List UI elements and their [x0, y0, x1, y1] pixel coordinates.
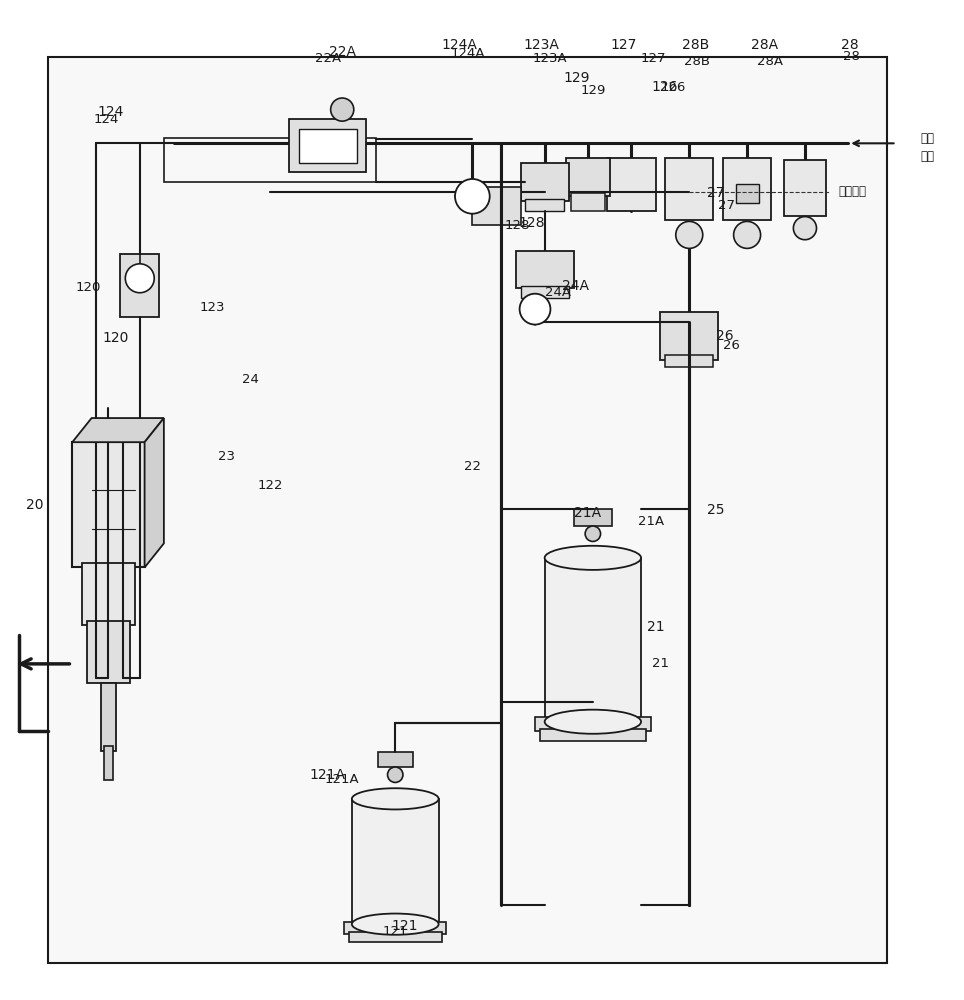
- Bar: [574, 509, 612, 526]
- Bar: [72, 442, 145, 567]
- Text: 27: 27: [718, 199, 736, 212]
- Bar: [665, 158, 713, 220]
- Bar: [472, 187, 521, 225]
- Ellipse shape: [545, 710, 641, 734]
- Text: 129: 129: [563, 71, 590, 85]
- Text: 121: 121: [391, 919, 418, 933]
- Circle shape: [734, 221, 761, 248]
- Bar: [378, 752, 413, 767]
- Text: 126: 126: [652, 80, 679, 94]
- Text: 28A: 28A: [751, 38, 778, 52]
- Bar: [521, 286, 569, 298]
- Polygon shape: [72, 418, 164, 442]
- Text: 122: 122: [257, 479, 282, 492]
- Text: 121A: 121A: [325, 773, 360, 786]
- Bar: [566, 158, 610, 196]
- Text: 121A: 121A: [309, 768, 346, 782]
- Text: 空气: 空气: [921, 150, 935, 163]
- Bar: [525, 199, 564, 211]
- Polygon shape: [678, 367, 701, 384]
- Text: 124: 124: [94, 113, 119, 126]
- Bar: [521, 163, 569, 201]
- Text: 22A: 22A: [314, 52, 341, 65]
- Text: 124A: 124A: [442, 38, 478, 52]
- Text: 22A: 22A: [329, 45, 356, 59]
- Text: 24A: 24A: [562, 279, 589, 293]
- Circle shape: [125, 264, 154, 293]
- Bar: [48, 57, 887, 963]
- Circle shape: [331, 98, 354, 121]
- Text: 24: 24: [242, 373, 259, 386]
- Text: 21: 21: [652, 657, 669, 670]
- Bar: [535, 717, 651, 731]
- Text: 25: 25: [707, 503, 724, 517]
- Text: 123A: 123A: [532, 52, 567, 65]
- Circle shape: [520, 294, 550, 325]
- Text: 27: 27: [707, 186, 724, 200]
- Polygon shape: [620, 211, 643, 238]
- Bar: [349, 932, 442, 942]
- Text: 28: 28: [844, 50, 861, 63]
- Bar: [289, 119, 366, 172]
- Text: 123: 123: [200, 301, 225, 314]
- Text: 127: 127: [641, 52, 666, 65]
- Polygon shape: [145, 418, 164, 567]
- Text: 124: 124: [97, 105, 124, 119]
- Circle shape: [676, 221, 703, 248]
- Text: 123A: 123A: [523, 38, 560, 52]
- Text: 26: 26: [723, 339, 740, 352]
- Text: 28: 28: [842, 38, 859, 52]
- Bar: [540, 729, 646, 741]
- Bar: [571, 193, 605, 211]
- Text: 28A: 28A: [757, 55, 783, 68]
- Text: 124A: 124A: [450, 47, 485, 60]
- Bar: [352, 799, 439, 924]
- Bar: [665, 355, 713, 367]
- Text: 21A: 21A: [575, 506, 602, 520]
- Bar: [164, 138, 376, 182]
- Text: 127: 127: [610, 38, 637, 52]
- Text: 128: 128: [505, 219, 530, 232]
- Text: 28B: 28B: [684, 55, 710, 68]
- Ellipse shape: [352, 788, 439, 809]
- Text: 动作信号: 动作信号: [839, 185, 867, 198]
- Circle shape: [388, 767, 403, 782]
- Bar: [120, 254, 159, 317]
- Text: 22: 22: [464, 460, 481, 473]
- Bar: [82, 563, 135, 625]
- Bar: [723, 158, 771, 220]
- Text: 24A: 24A: [545, 286, 571, 299]
- Text: 121: 121: [383, 925, 408, 938]
- Circle shape: [455, 179, 490, 214]
- Text: 20: 20: [26, 498, 43, 512]
- Bar: [516, 251, 574, 288]
- Bar: [607, 158, 656, 211]
- Bar: [660, 312, 718, 360]
- Text: 126: 126: [660, 81, 685, 94]
- Text: 21A: 21A: [637, 515, 664, 528]
- Text: 28B: 28B: [683, 38, 710, 52]
- Bar: [784, 160, 826, 216]
- Text: 23: 23: [218, 450, 235, 463]
- Bar: [545, 558, 641, 722]
- Ellipse shape: [545, 546, 641, 570]
- Text: 120: 120: [76, 281, 101, 294]
- Bar: [299, 129, 357, 163]
- Circle shape: [793, 217, 817, 240]
- Bar: [344, 922, 446, 934]
- Ellipse shape: [352, 914, 439, 935]
- Text: 129: 129: [580, 84, 605, 97]
- Bar: [103, 746, 113, 780]
- Text: 120: 120: [102, 331, 129, 345]
- Bar: [100, 683, 116, 751]
- Circle shape: [585, 526, 601, 541]
- Bar: [736, 184, 759, 203]
- Text: 21: 21: [647, 620, 664, 634]
- Text: 压缩: 压缩: [921, 132, 935, 145]
- Text: 128: 128: [519, 216, 546, 230]
- Bar: [87, 620, 130, 683]
- Text: 26: 26: [716, 329, 734, 343]
